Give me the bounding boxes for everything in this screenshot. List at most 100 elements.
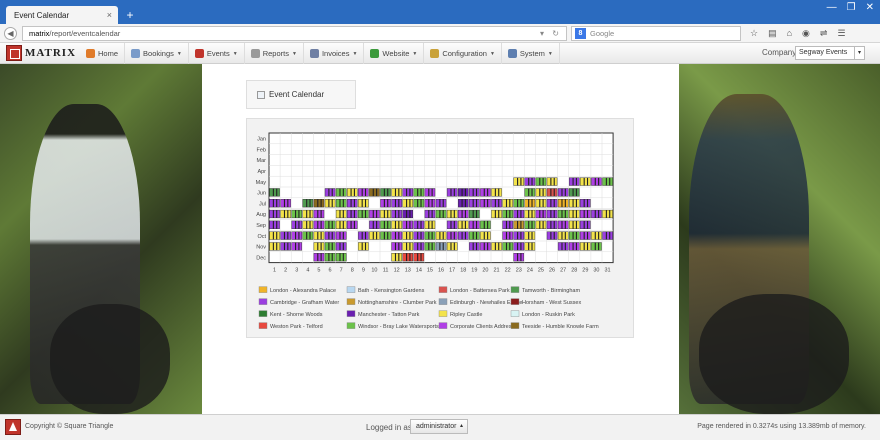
event-cell — [546, 220, 558, 229]
reload-icon[interactable]: ▾ ↻ — [540, 29, 562, 38]
menu-configuration[interactable]: Configuration ▼ — [424, 43, 502, 64]
events-icon — [194, 49, 204, 58]
menu-reports[interactable]: Reports ▼ — [245, 43, 304, 64]
event-cell — [457, 231, 469, 240]
event-cell — [480, 188, 491, 197]
legend-label: Bath - Kensington Gardens — [358, 288, 425, 294]
event-cell — [413, 199, 425, 208]
menu-website[interactable]: Website ▼ — [364, 43, 425, 64]
event-cell-stripe — [342, 210, 344, 218]
browser-menu-icon[interactable]: ☰ — [837, 28, 846, 38]
legend-swatch — [438, 322, 448, 329]
bookmarks-list-icon[interactable]: ▤ — [768, 28, 777, 38]
company-select[interactable]: Segway Events ▾ — [795, 46, 865, 60]
page-title: Event Calendar — [269, 90, 325, 99]
event-cell-stripe — [342, 242, 344, 251]
legend-label: Tamworth - Birmingham — [522, 288, 580, 294]
event-cell-stripe — [320, 242, 322, 251]
event-cell — [380, 199, 391, 208]
event-cell — [502, 231, 513, 240]
event-cell — [302, 231, 314, 240]
bookmark-star-icon[interactable]: ☆ — [750, 28, 759, 38]
event-cell — [480, 199, 491, 208]
event-cell-stripe — [487, 199, 489, 208]
reports-icon — [250, 49, 260, 58]
event-cell — [413, 188, 425, 197]
event-cell — [569, 242, 580, 251]
event-cell-stripe — [575, 220, 577, 229]
event-cell-stripe — [383, 188, 385, 197]
event-cell-stripe — [475, 242, 478, 251]
maximize-icon[interactable]: ❐ — [846, 2, 856, 13]
search-engine-icon[interactable]: 8 — [575, 28, 586, 39]
event-cell-stripe — [428, 210, 430, 218]
event-cell — [435, 199, 447, 208]
page-footer: Copyright © Square Triangle Logged in as… — [0, 414, 880, 440]
event-cell — [480, 220, 491, 229]
event-cell-stripe — [320, 210, 322, 218]
event-cell-stripe — [387, 188, 389, 197]
event-cell-stripe — [461, 210, 463, 218]
extension-icon[interactable]: ◉ — [802, 28, 810, 38]
menu-bookings[interactable]: Bookings ▼ — [125, 43, 189, 64]
event-cell-stripe — [550, 210, 552, 218]
back-button[interactable]: ◀ — [4, 27, 17, 40]
event-cell-stripe — [394, 210, 397, 218]
event-cell-stripe — [272, 220, 274, 229]
event-cell-stripe — [564, 210, 566, 218]
search-box[interactable]: 8 Google — [571, 26, 741, 41]
address-bar[interactable]: matrix/report/eventcalendar ▾ ↻ — [22, 26, 567, 41]
event-cell-stripe — [309, 220, 311, 229]
event-cell-stripe — [472, 242, 474, 251]
menu-invoices[interactable]: Invoices ▼ — [304, 43, 365, 64]
square-triangle-logo — [5, 419, 21, 435]
event-cell-stripe — [409, 231, 411, 240]
event-cell-stripe — [353, 220, 355, 229]
event-cell-stripe — [517, 242, 519, 251]
event-cell-stripe — [583, 210, 585, 218]
day-tick-label: 5 — [317, 268, 320, 274]
event-cell-stripe — [450, 231, 452, 240]
event-cell-stripe — [505, 220, 508, 229]
day-tick-label: 2 — [284, 268, 287, 274]
event-cell — [380, 220, 391, 229]
menu-home[interactable]: Home — [80, 43, 126, 64]
menu-events[interactable]: Events ▼ — [189, 43, 245, 64]
event-cell — [457, 199, 469, 208]
sync-icon[interactable]: ⇌ — [819, 28, 828, 38]
bookings-icon — [131, 49, 141, 58]
event-cell-stripe — [505, 231, 508, 240]
event-cell-stripe — [295, 231, 297, 240]
browser-tab[interactable]: Event Calendar × — [6, 6, 118, 24]
menu-system[interactable]: System ▼ — [502, 43, 560, 64]
legend-swatch — [258, 286, 268, 293]
event-cell-stripe — [306, 231, 308, 240]
event-cell-stripe — [553, 231, 555, 240]
minimize-icon[interactable]: — — [826, 2, 837, 13]
user-menu-button[interactable]: administrator ▴ — [410, 419, 468, 434]
event-cell-stripe — [461, 199, 463, 208]
event-cell-stripe — [531, 242, 533, 251]
event-cell-stripe — [428, 242, 430, 251]
event-cell-stripe — [387, 231, 389, 240]
event-cell — [513, 220, 525, 229]
event-cell — [346, 188, 358, 197]
event-cell — [335, 199, 347, 208]
close-window-icon[interactable]: ✕ — [865, 2, 874, 13]
website-icon — [370, 49, 380, 58]
event-cell — [591, 177, 602, 186]
app-logo[interactable]: MATRIX — [6, 45, 76, 61]
browser-navbar: ◀ matrix/report/eventcalendar ▾ ↻ 8 Goog… — [0, 24, 880, 43]
tab-close-icon[interactable]: × — [106, 10, 112, 20]
home-icon[interactable]: ⌂ — [786, 28, 793, 38]
chevron-down-icon: ▼ — [547, 50, 553, 57]
new-tab-button[interactable]: + — [126, 8, 134, 22]
event-cell — [546, 177, 558, 186]
event-cell-stripe — [494, 199, 496, 208]
event-cell-stripe — [350, 210, 352, 218]
event-cell-stripe — [409, 188, 411, 197]
menu-label: Invoices — [321, 49, 350, 58]
day-tick-label: 6 — [329, 268, 332, 274]
event-cell-stripe — [295, 220, 297, 229]
event-cell — [502, 242, 513, 251]
